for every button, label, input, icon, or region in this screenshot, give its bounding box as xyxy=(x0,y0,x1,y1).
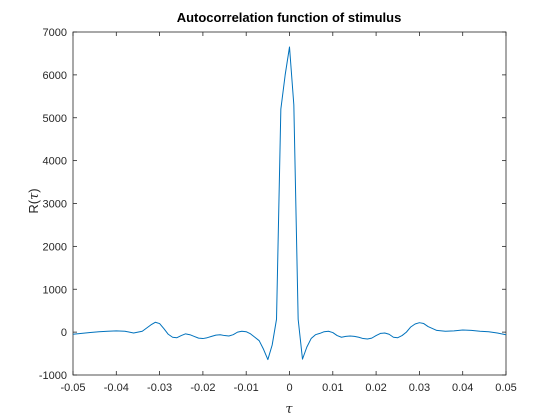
y-axis-label-variable: τ xyxy=(27,192,42,200)
axes xyxy=(72,31,507,376)
x-tick-label: 0.03 xyxy=(409,382,430,394)
x-tick-label: -0.01 xyxy=(234,382,259,394)
x-axis-ticks: -0.05 -0.04 -0.03 -0.02 -0.01 0 0.01 0.02 0.03 0.… xyxy=(60,32,517,394)
x-tick-label: 0.04 xyxy=(452,382,473,394)
y-tick-label: 6000 xyxy=(43,70,67,82)
x-tick-label: 0.02 xyxy=(365,382,386,394)
y-axis-label-suffix: ) xyxy=(26,188,41,192)
x-tick-label: -0.04 xyxy=(104,382,129,394)
y-axis-label-prefix: R( xyxy=(26,199,41,213)
x-tick-label: 0 xyxy=(286,382,292,394)
x-tick-label: -0.05 xyxy=(60,382,85,394)
y-tick-label: 0 xyxy=(61,327,67,339)
y-axis-label: R(τ) xyxy=(26,188,42,213)
x-tick-label: 0.01 xyxy=(322,382,343,394)
x-tick-label: -0.02 xyxy=(190,382,215,394)
chart-title: Autocorrelation function of stimulus xyxy=(177,10,402,25)
y-tick-label: 2000 xyxy=(43,241,67,253)
y-tick-label: 1000 xyxy=(43,284,67,296)
y-tick-label: 3000 xyxy=(43,199,67,211)
x-tick-label: 0.05 xyxy=(495,382,516,394)
x-tick-label: -0.03 xyxy=(147,382,172,394)
x-axis-label: τ xyxy=(285,402,293,417)
series-group xyxy=(72,46,507,361)
y-tick-label: 7000 xyxy=(43,27,67,39)
y-tick-label: 4000 xyxy=(43,156,67,168)
y-axis-ticks: -1000 0 1000 2000 3000 4000 5000 6000 7000 xyxy=(39,27,506,382)
y-tick-label: -1000 xyxy=(39,370,67,382)
plot-area xyxy=(72,31,507,376)
y-tick-label: 5000 xyxy=(43,113,67,125)
series-line xyxy=(72,46,507,361)
